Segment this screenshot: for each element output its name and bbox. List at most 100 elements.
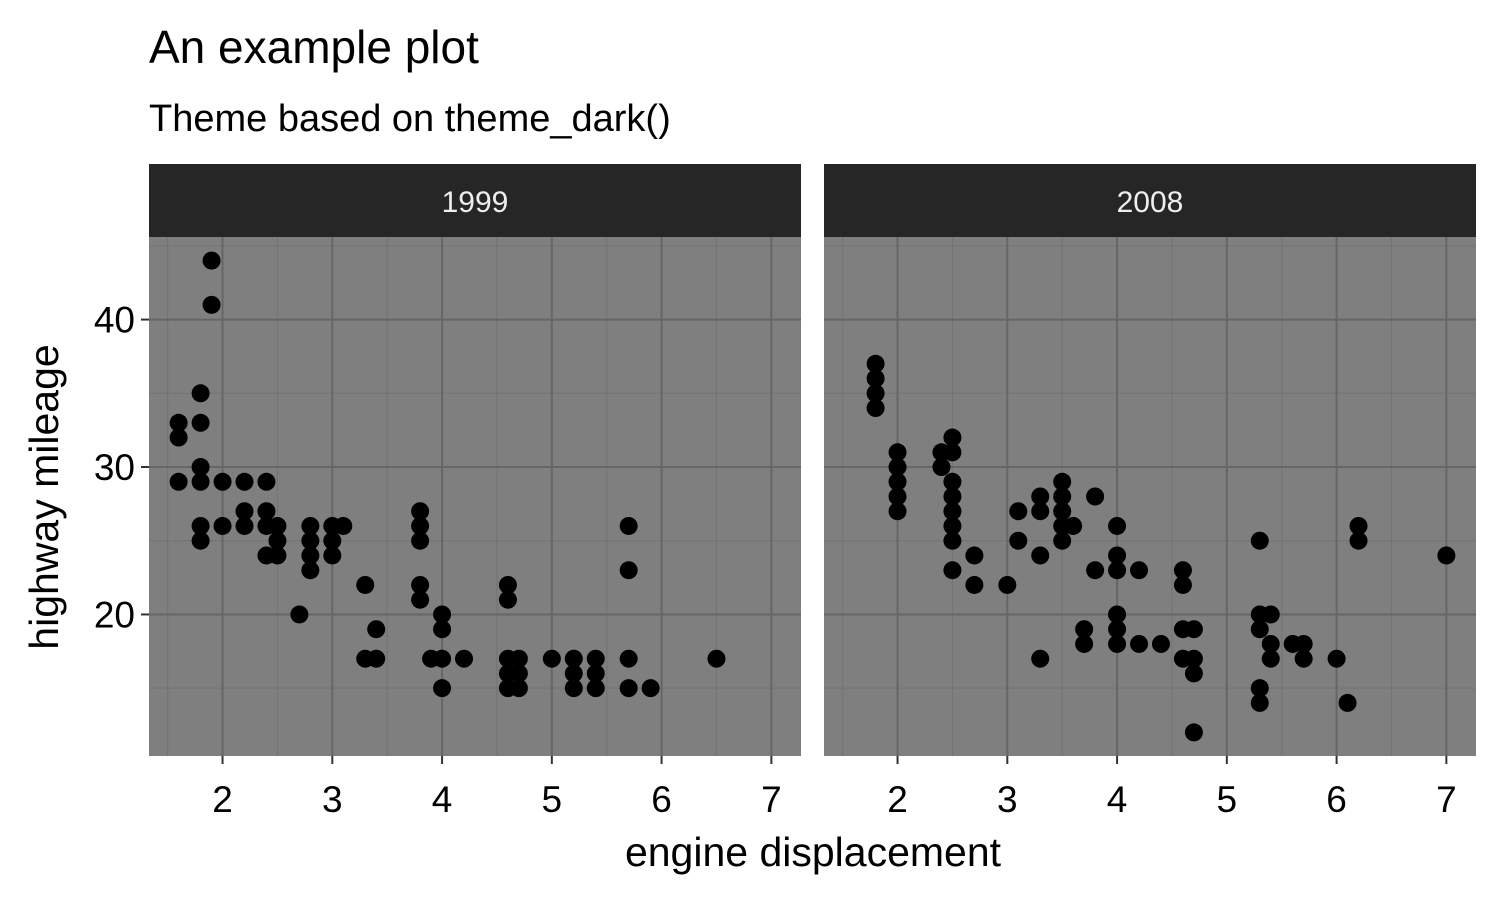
y-tick-label: 20 [94, 594, 135, 635]
data-point [213, 516, 232, 535]
data-point [323, 546, 342, 565]
data-point [356, 575, 375, 594]
data-point [1294, 649, 1313, 668]
chart-subtitle: Theme based on theme_dark() [149, 98, 671, 140]
x-tick-label: 4 [432, 779, 453, 820]
data-point [943, 487, 962, 506]
data-point [866, 399, 885, 418]
x-tick-label: 7 [761, 779, 782, 820]
data-point [191, 413, 210, 432]
x-tick-label: 4 [1107, 779, 1128, 820]
data-point [191, 531, 210, 550]
data-point [290, 605, 309, 624]
data-point [323, 531, 342, 550]
data-point [1108, 620, 1127, 639]
data-point [191, 384, 210, 403]
y-tick-label: 30 [94, 447, 135, 488]
data-point [1086, 561, 1105, 580]
data-point [1184, 664, 1203, 683]
data-point [1184, 620, 1203, 639]
data-point [1086, 487, 1105, 506]
data-point [888, 502, 907, 521]
data-point [169, 413, 188, 432]
data-point [564, 679, 583, 698]
data-point [888, 443, 907, 462]
data-point [1031, 502, 1050, 521]
data-point [1031, 649, 1050, 668]
data-point [411, 502, 430, 521]
data-point [1108, 634, 1127, 653]
data-point [235, 516, 254, 535]
data-point [1294, 634, 1313, 653]
x-tick-label: 6 [651, 779, 672, 820]
data-point [257, 502, 276, 521]
data-point [888, 458, 907, 477]
x-tick-label: 5 [542, 779, 563, 820]
x-tick-label: 6 [1326, 779, 1347, 820]
data-point [619, 516, 638, 535]
data-point [202, 295, 221, 314]
data-point [301, 561, 320, 580]
data-point [509, 664, 528, 683]
data-point [411, 575, 430, 594]
x-axis-label: engine displacement [625, 829, 1002, 875]
data-point [943, 472, 962, 491]
data-point [1108, 546, 1127, 565]
data-point [1338, 693, 1357, 712]
data-point [1108, 605, 1127, 624]
y-tick-label: 40 [94, 300, 135, 341]
data-point [1108, 516, 1127, 535]
data-point [433, 679, 452, 698]
data-point [888, 487, 907, 506]
data-point [301, 531, 320, 550]
x-tick-label: 2 [212, 779, 233, 820]
data-point [1327, 649, 1346, 668]
data-point [1184, 723, 1203, 742]
x-tick-label: 7 [1436, 779, 1457, 820]
data-point [1031, 487, 1050, 506]
data-point [268, 531, 287, 550]
data-point [1250, 693, 1269, 712]
data-point [169, 472, 188, 491]
y-axis-label: highway mileage [21, 344, 67, 649]
facet-panel-2008: 2008 2 3 4 5 6 7 [824, 164, 1476, 820]
data-point [455, 649, 474, 668]
data-point [1261, 649, 1280, 668]
x-tick-label: 3 [997, 779, 1018, 820]
data-point [1261, 605, 1280, 624]
data-point [334, 516, 353, 535]
data-point [619, 561, 638, 580]
data-point [257, 472, 276, 491]
facet-panels: 1999 2 3 4 5 6 7 2008 2 3 4 5 6 7 [149, 164, 1476, 820]
data-point [943, 531, 962, 550]
facet-strip [149, 164, 801, 237]
data-point [235, 472, 254, 491]
data-point [1261, 634, 1280, 653]
data-point [1151, 634, 1170, 653]
data-point [888, 472, 907, 491]
data-point [1031, 546, 1050, 565]
data-point [932, 458, 951, 477]
data-point [564, 664, 583, 683]
data-point [433, 605, 452, 624]
data-point [301, 546, 320, 565]
data-point [1250, 531, 1269, 550]
data-point [433, 649, 452, 668]
data-point [268, 516, 287, 535]
data-point [586, 649, 605, 668]
data-point [169, 428, 188, 447]
data-point [943, 516, 962, 535]
data-point [1349, 516, 1368, 535]
data-point [943, 502, 962, 521]
panel-background [824, 237, 1476, 756]
data-point [191, 516, 210, 535]
data-point [641, 679, 660, 698]
data-point [1173, 561, 1192, 580]
data-point [1349, 531, 1368, 550]
data-point [202, 251, 221, 270]
data-point [367, 649, 386, 668]
data-point [866, 384, 885, 403]
data-point [619, 679, 638, 698]
data-point [586, 679, 605, 698]
data-point [1108, 561, 1127, 580]
